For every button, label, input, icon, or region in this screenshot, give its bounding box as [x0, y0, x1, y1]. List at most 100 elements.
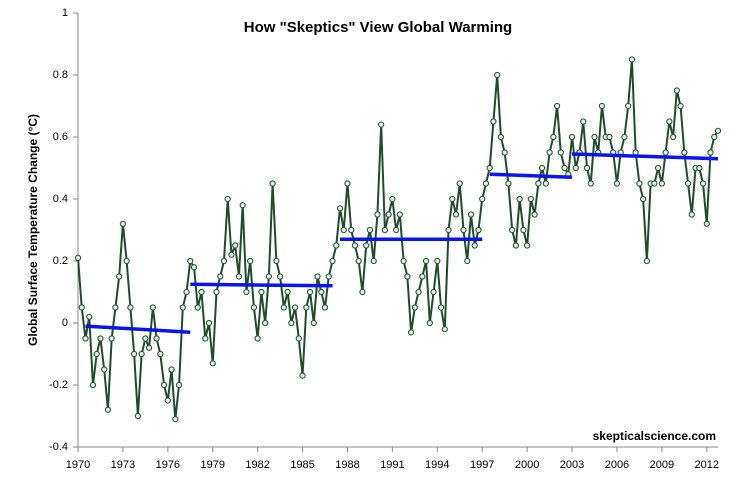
point	[434, 257, 441, 265]
point	[119, 220, 127, 227]
point	[138, 350, 145, 358]
point	[198, 288, 205, 296]
point	[437, 304, 445, 311]
point	[168, 366, 175, 373]
point	[538, 164, 546, 172]
point	[467, 211, 475, 218]
point	[411, 304, 418, 311]
x-tick-label: 2003	[560, 459, 584, 471]
point	[370, 257, 377, 265]
x-tick-label: 1970	[66, 459, 90, 471]
point	[291, 304, 299, 311]
point	[531, 211, 538, 218]
point	[112, 304, 119, 311]
watermark: skepticalscience.com	[593, 429, 716, 443]
point	[452, 211, 460, 218]
point	[580, 118, 587, 125]
y-tick-label: 1	[62, 7, 68, 19]
point	[658, 180, 665, 187]
y-tick-label: -0.4	[49, 441, 68, 453]
point	[179, 304, 186, 311]
point	[550, 133, 557, 141]
point	[497, 133, 505, 141]
point	[127, 304, 134, 311]
x-tick-label: 1976	[156, 459, 180, 471]
point	[669, 133, 677, 141]
point	[273, 257, 280, 265]
point	[385, 211, 392, 218]
point	[606, 133, 613, 141]
point	[426, 319, 433, 327]
point	[104, 406, 112, 413]
point	[228, 251, 235, 258]
point	[202, 335, 209, 342]
point	[262, 319, 269, 327]
point	[456, 180, 463, 187]
point	[374, 211, 381, 218]
point	[583, 164, 591, 172]
point	[404, 273, 411, 280]
trend-segment	[190, 282, 333, 288]
point	[366, 226, 374, 234]
point	[621, 133, 628, 141]
x-tick-label: 1985	[290, 459, 314, 471]
point	[393, 226, 400, 234]
point	[568, 133, 576, 141]
point	[194, 304, 201, 311]
point	[89, 381, 97, 389]
point	[636, 180, 643, 187]
point	[613, 180, 621, 187]
x-tick-label: 1979	[200, 459, 224, 471]
y-tick-label: 0.8	[53, 69, 68, 81]
point	[160, 381, 168, 389]
point	[239, 202, 246, 209]
point	[108, 335, 115, 342]
point	[303, 304, 310, 311]
point	[299, 372, 306, 379]
point	[209, 360, 216, 367]
x-tick-label: 2009	[650, 459, 674, 471]
point	[101, 366, 108, 373]
point	[449, 195, 456, 203]
point	[318, 288, 325, 296]
point	[235, 273, 243, 280]
point	[546, 149, 553, 156]
point	[258, 288, 265, 296]
point	[97, 335, 104, 342]
point	[363, 242, 370, 249]
point	[714, 127, 722, 134]
point	[175, 381, 183, 389]
point	[673, 87, 680, 94]
point	[400, 257, 407, 265]
point	[306, 288, 314, 296]
point	[277, 273, 284, 280]
point	[419, 273, 426, 280]
point	[172, 416, 179, 423]
y-axis-label: Global Surface Temperature Change (°C)	[26, 114, 40, 346]
y-tick-label: 0.6	[53, 131, 68, 143]
point	[187, 257, 194, 265]
trend-segment	[571, 152, 719, 161]
point	[625, 102, 632, 110]
point	[157, 350, 164, 358]
point	[643, 257, 650, 265]
point	[378, 121, 385, 128]
x-tick-label: 1994	[425, 459, 449, 471]
point	[415, 288, 422, 296]
point	[190, 264, 198, 271]
point	[681, 149, 688, 156]
x-tick-label: 1973	[111, 459, 135, 471]
point	[445, 226, 452, 234]
point	[142, 335, 149, 342]
point	[490, 118, 497, 125]
point	[183, 288, 190, 296]
point	[572, 164, 579, 172]
y-tick-label: 0.4	[53, 193, 68, 205]
point	[703, 220, 710, 227]
point	[217, 273, 224, 280]
point	[284, 288, 291, 296]
point	[527, 195, 534, 203]
point	[336, 205, 344, 212]
point	[329, 257, 336, 265]
point	[460, 226, 467, 234]
